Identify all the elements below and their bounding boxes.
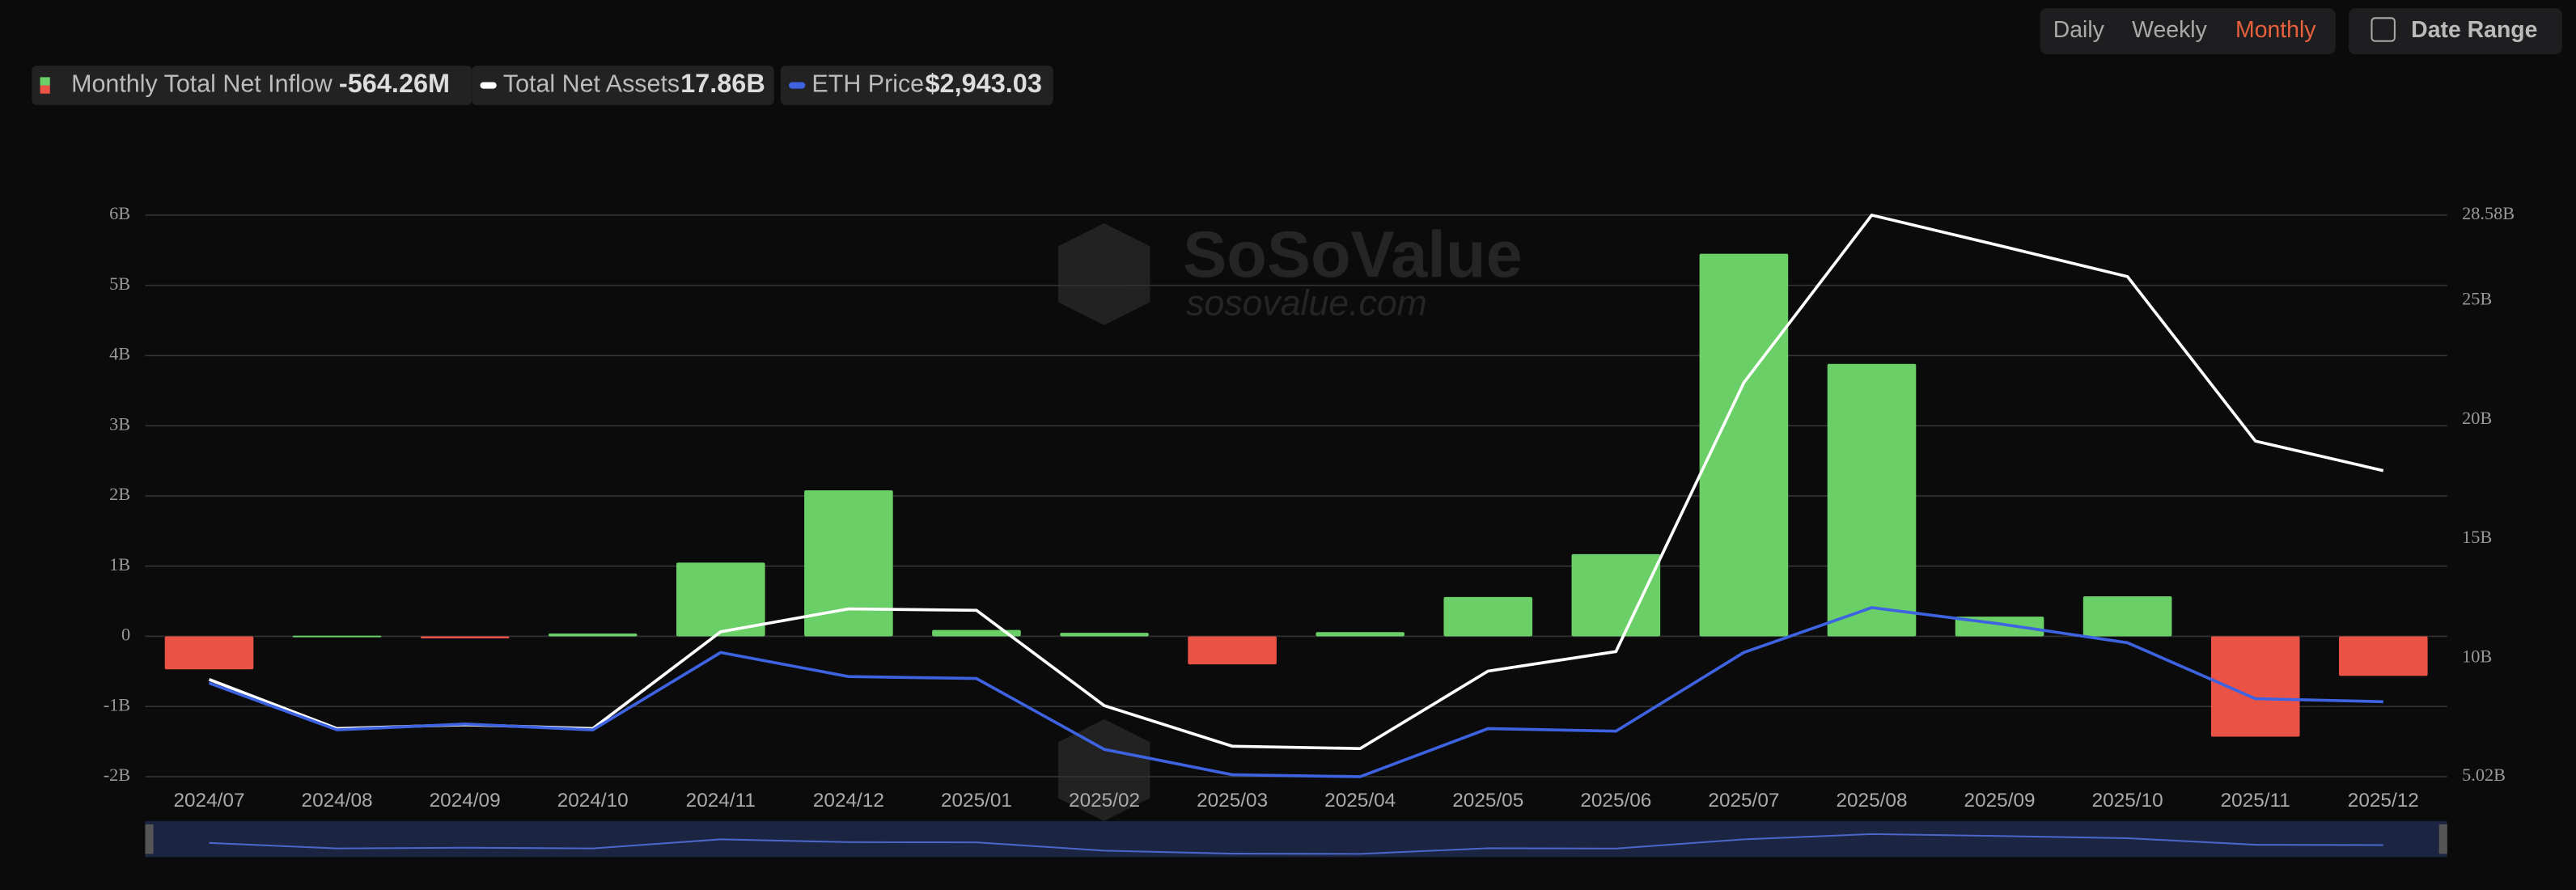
- legend-label: ETH Price: [811, 70, 924, 98]
- y2-tick-label: 15B: [2462, 527, 2492, 547]
- controls: Date Range: [2040, 8, 2562, 54]
- y2-tick-label: 20B: [2462, 408, 2492, 428]
- date-range-label[interactable]: Date Range: [2411, 17, 2537, 43]
- bar: [1188, 636, 1277, 665]
- x-tick-label: 2025/05: [1452, 790, 1523, 812]
- period-button[interactable]: Weekly: [2132, 17, 2207, 43]
- y2-tick-label: 28.58B: [2462, 203, 2515, 223]
- x-tick-label: 2025/08: [1836, 790, 1907, 812]
- watermark-url: sosovalue.com: [1186, 283, 1427, 323]
- date-range-button[interactable]: [2349, 8, 2562, 54]
- bar: [1316, 632, 1405, 637]
- y-tick-label: 3B: [109, 413, 130, 434]
- bar: [548, 633, 638, 637]
- x-tick-label: 2024/09: [430, 790, 501, 812]
- y-tick-label: 1B: [109, 554, 130, 574]
- y2-tick-label: 10B: [2462, 646, 2492, 666]
- x-tick-label: 2025/12: [2348, 790, 2419, 812]
- x-tick-label: 2025/07: [1708, 790, 1779, 812]
- bar: [932, 629, 1021, 637]
- legend-value: $2,943.03: [925, 69, 1041, 98]
- x-tick-label: 2024/10: [557, 790, 629, 812]
- y-tick-label: 0: [121, 625, 130, 645]
- legend-label: Total Net Assets: [503, 70, 680, 98]
- bar: [1827, 363, 1917, 637]
- bar: [164, 636, 254, 670]
- period-button[interactable]: Monthly: [2235, 17, 2316, 43]
- y-tick-label: 2B: [109, 484, 130, 504]
- period-button[interactable]: Daily: [2053, 17, 2105, 43]
- bar: [1571, 553, 1661, 637]
- y-tick-label: 6B: [109, 203, 130, 223]
- navigator: [145, 820, 2447, 858]
- bar: [2082, 595, 2172, 637]
- legend-swatch: [789, 82, 806, 89]
- legend-swatch: [40, 77, 50, 86]
- x-tick-label: 2025/02: [1069, 790, 1140, 812]
- y2-tick-label: 25B: [2462, 288, 2492, 308]
- bar: [2339, 636, 2428, 676]
- y-tick-label: -1B: [104, 694, 130, 714]
- x-tick-label: 2024/11: [686, 790, 756, 812]
- x-tick-label: 2025/06: [1580, 790, 1651, 812]
- bar: [420, 636, 510, 639]
- watermark: SoSoValue sosovalue.com: [1057, 218, 1523, 821]
- x-tick-label: 2025/09: [1964, 790, 2036, 812]
- legend-item[interactable]: [780, 66, 1053, 105]
- x-tick-label: 2024/07: [173, 790, 244, 812]
- y-tick-label: 5B: [109, 273, 130, 294]
- navigator-line: [209, 833, 2383, 855]
- bar: [804, 490, 893, 637]
- watermark-logo: [1057, 718, 1150, 821]
- x-tick-label: 2025/11: [2221, 790, 2290, 812]
- bar: [1060, 633, 1149, 637]
- legend-swatch: [40, 85, 50, 94]
- bar: [2210, 636, 2300, 737]
- period-group: [2040, 8, 2336, 54]
- navigator-handle[interactable]: [2438, 824, 2447, 854]
- calendar-icon: [2371, 17, 2396, 42]
- x-tick-label: 2024/12: [813, 790, 884, 812]
- legend-value: -564.26M: [339, 69, 450, 98]
- x-tick-label: 2025/01: [941, 790, 1012, 812]
- x-tick-label: 2025/04: [1324, 790, 1396, 812]
- y2-tick-label: 5.02B: [2462, 765, 2506, 785]
- x-tick-label: 2024/08: [302, 790, 373, 812]
- bar: [1699, 253, 1789, 637]
- x-tick-label: 2025/10: [2092, 790, 2163, 812]
- bar: [1443, 596, 1533, 637]
- watermark-brand: SoSoValue: [1183, 218, 1523, 291]
- legend-value: 17.86B: [680, 69, 765, 98]
- bar: [676, 562, 765, 637]
- x-tick-label: 2025/03: [1197, 790, 1268, 812]
- line: [208, 606, 2383, 778]
- legend-label: Monthly Total Net Inflow: [71, 70, 333, 98]
- y-tick-label: 4B: [109, 344, 130, 364]
- legend-swatch: [480, 82, 497, 89]
- legend-item[interactable]: [472, 66, 774, 105]
- watermark-logo: [1057, 223, 1150, 325]
- y-tick-label: -2B: [104, 765, 130, 785]
- navigator-handle[interactable]: [145, 824, 154, 854]
- bar: [292, 635, 382, 638]
- legend-item[interactable]: [32, 66, 472, 105]
